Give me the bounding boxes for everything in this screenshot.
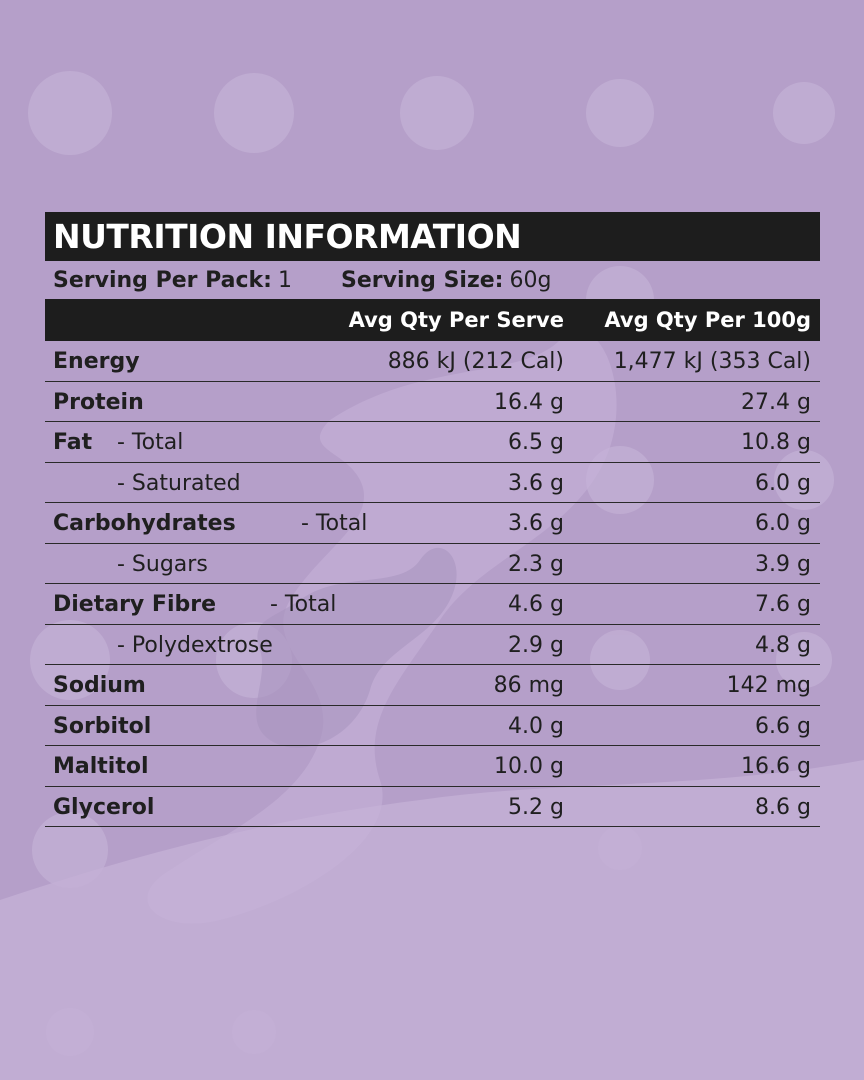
nutrient-sub-label: - Sugars (117, 551, 208, 577)
nutrient-sub-label: - Polydextrose (117, 632, 273, 658)
per-100g-value: 4.8 g (755, 632, 811, 658)
table-row: Dietary Fibre - Total 4.6 g 7.6 g (45, 584, 820, 625)
title-bar: NUTRITION INFORMATION (45, 212, 820, 261)
per-serve-value: 2.3 g (508, 551, 564, 577)
per-100g-value: 6.6 g (755, 713, 811, 739)
nutrient-name: Dietary Fibre (53, 592, 217, 617)
per-100g-value: 8.6 g (755, 794, 811, 820)
table-row: - Polydextrose 2.9 g 4.8 g (45, 625, 820, 665)
table-row: Sodium 86 mg 142 mg (45, 665, 820, 706)
per-100g-value: 7.6 g (755, 592, 811, 617)
per-100g-value: 16.6 g (741, 754, 811, 779)
serving-info: Serving Per Pack: 1 Serving Size: 60g (45, 261, 820, 299)
per-serve-value: 5.2 g (508, 794, 564, 820)
serving-size: Serving Size: 60g (341, 268, 551, 293)
per-serve-value: 16.4 g (494, 389, 564, 415)
table-row: Sorbitol 4.0 g 6.6 g (45, 706, 820, 746)
nutrient-name: Carbohydrates (53, 511, 236, 536)
table-row: - Sugars 2.3 g 3.9 g (45, 544, 820, 584)
per-serve-value: 4.6 g (508, 592, 564, 617)
nutrient-table: Energy 886 kJ (212 Cal) 1,477 kJ (353 Cal)… (45, 341, 820, 827)
nutrition-panel: NUTRITION INFORMATION Serving Per Pack: 1… (45, 212, 820, 827)
serving-size-label: Serving Size: (341, 267, 504, 293)
nutrient-name: Energy (53, 349, 140, 374)
servings-per-pack: Serving Per Pack: 1 (53, 268, 292, 293)
nutrient-sub-label: - Total (270, 592, 337, 617)
column-header-per-100g: Avg Qty Per 100g (604, 308, 811, 332)
per-serve-value: 10.0 g (494, 754, 564, 779)
column-header-per-serve: Avg Qty Per Serve (348, 308, 564, 332)
per-serve-value: 86 mg (493, 673, 564, 698)
per-100g-value: 3.9 g (755, 551, 811, 577)
nutrient-name: Protein (53, 389, 144, 415)
nutrient-name: Sodium (53, 673, 146, 698)
servings-per-pack-value: 1 (277, 267, 292, 293)
table-row: Protein 16.4 g 27.4 g (45, 382, 820, 422)
per-100g-value: 27.4 g (741, 389, 811, 415)
per-100g-value: 6.0 g (755, 470, 811, 496)
panel-title: NUTRITION INFORMATION (53, 217, 522, 256)
table-row: Energy 886 kJ (212 Cal) 1,477 kJ (353 Cal) (45, 341, 820, 382)
nutrient-name: Fat (53, 430, 93, 455)
per-serve-value: 4.0 g (508, 713, 564, 739)
servings-per-pack-label: Serving Per Pack: (53, 267, 272, 293)
table-row: Fat - Total 6.5 g 10.8 g (45, 422, 820, 463)
table-row: Carbohydrates - Total 3.6 g 6.0 g (45, 503, 820, 544)
nutrient-name: Maltitol (53, 754, 149, 779)
nutrient-sub-label: - Total (301, 511, 368, 536)
per-serve-value: 3.6 g (508, 511, 564, 536)
per-serve-value: 3.6 g (508, 470, 564, 496)
nutrient-sub-label: - Total (117, 430, 184, 455)
table-row: - Saturated 3.6 g 6.0 g (45, 463, 820, 503)
column-header-bar: Avg Qty Per Serve Avg Qty Per 100g (45, 299, 820, 341)
per-serve-value: 6.5 g (508, 430, 564, 455)
table-row: Maltitol 10.0 g 16.6 g (45, 746, 820, 787)
table-row: Glycerol 5.2 g 8.6 g (45, 787, 820, 827)
serving-size-value: 60g (509, 267, 552, 293)
per-100g-value: 10.8 g (741, 430, 811, 455)
nutrient-name: Glycerol (53, 794, 155, 820)
per-100g-value: 1,477 kJ (353 Cal) (613, 349, 811, 374)
per-100g-value: 6.0 g (755, 511, 811, 536)
per-serve-value: 2.9 g (508, 632, 564, 658)
nutrient-sub-label: - Saturated (117, 470, 241, 496)
per-serve-value: 886 kJ (212 Cal) (387, 349, 564, 374)
per-100g-value: 142 mg (726, 673, 811, 698)
nutrient-name: Sorbitol (53, 713, 152, 739)
